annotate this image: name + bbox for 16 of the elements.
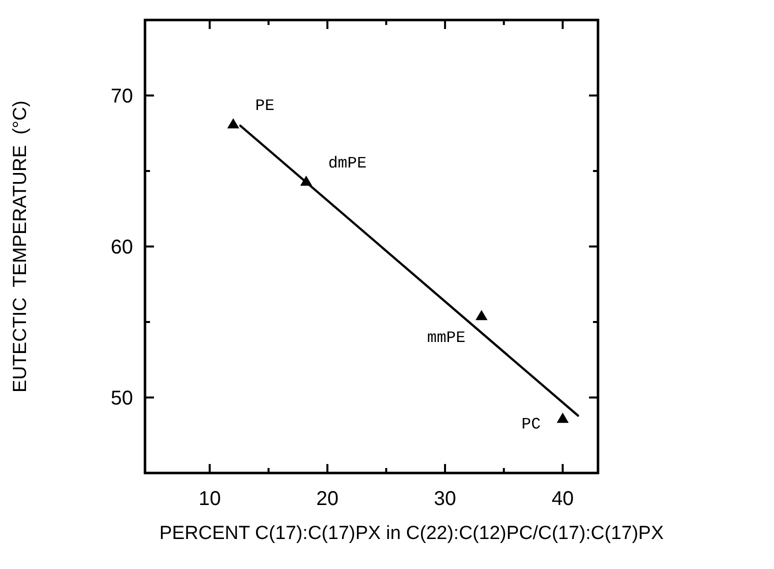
x-tick-label: 20 xyxy=(316,488,338,510)
annotation: dmPE xyxy=(328,154,367,173)
y-axis-title: EUTECTIC TEMPERATURE (°C) xyxy=(10,100,31,392)
x-tick-label: 10 xyxy=(198,488,221,510)
y-tick-label: 70 xyxy=(110,86,133,108)
point xyxy=(227,118,240,128)
x-tick-label: 40 xyxy=(552,488,574,510)
x-axis-title: PERCENT C(17):C(17)PX in C(22):C(12)PC/C(17):C(17)PX xyxy=(159,523,664,544)
annotation: mmPE xyxy=(427,328,466,347)
point xyxy=(556,412,569,423)
point xyxy=(476,310,488,320)
annotation: PC xyxy=(522,416,541,434)
annotation: PE xyxy=(255,97,274,116)
x-tick-label: 30 xyxy=(434,488,456,510)
y-tick-label: 60 xyxy=(110,236,133,258)
y-tick-label: 50 xyxy=(110,388,133,410)
